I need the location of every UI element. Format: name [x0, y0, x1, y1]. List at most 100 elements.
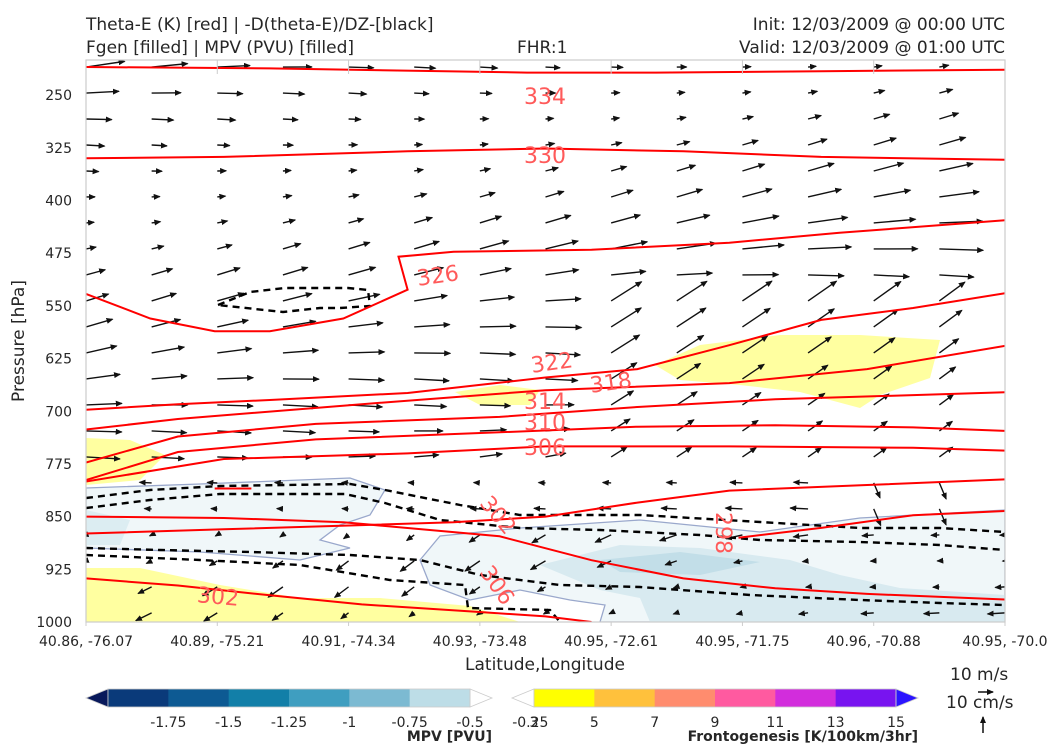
colorbar-tick-label: -1.5 [215, 715, 242, 731]
wind-vector [137, 586, 152, 595]
wind-vector [807, 447, 823, 458]
theta-e-contour [86, 577, 592, 622]
wind-vector [479, 351, 517, 358]
x-tick-label: 40.93, -73.48 [433, 634, 527, 650]
wind-vector [724, 505, 743, 512]
wind-vector [676, 270, 714, 277]
fgen-fill-region [655, 335, 940, 408]
wind-vector [348, 349, 386, 356]
wind-vector [939, 63, 950, 70]
wind-vector [742, 163, 766, 172]
wind-vector [479, 191, 496, 198]
theta-e-contour [86, 424, 1005, 482]
wind-vector [545, 267, 580, 276]
wind-vector [536, 585, 546, 593]
wind-vector [545, 64, 561, 71]
wind-vector [414, 321, 451, 328]
wind-vector [986, 610, 1005, 617]
wind-vector [282, 193, 293, 200]
wind-vector [664, 560, 678, 566]
wind-vector [217, 374, 255, 381]
wind-vector [860, 610, 874, 617]
wind-vector [742, 280, 773, 302]
theta-e-label: 306 [524, 436, 566, 461]
colorbar-extend-arrow [895, 688, 920, 708]
wind-vector [807, 308, 836, 328]
wind-vector [735, 609, 744, 616]
wind-vector [610, 307, 643, 328]
wind-vector [201, 586, 218, 597]
colorbar-tick-label: 3 [530, 715, 539, 731]
theta-e-contour [86, 344, 1005, 431]
x-tick-label: 40.91, -74.34 [302, 634, 396, 650]
wind-vector [939, 112, 960, 120]
colorbar-segment [594, 689, 656, 707]
wind-vector [873, 137, 898, 146]
wind-vector [676, 188, 704, 198]
wind-vector [348, 377, 386, 384]
wind-vector [86, 245, 97, 252]
wind-vector [742, 187, 773, 198]
wind-vector [1004, 170, 1005, 171]
wind-vector [86, 142, 106, 149]
y-tick-label: 250 [45, 88, 72, 104]
colorbar-tick-label: -0.25 [512, 715, 548, 731]
wind-vector [545, 214, 572, 224]
x-tick-label: 40.86, -76.07 [39, 634, 133, 650]
wind-vector [479, 451, 504, 458]
wind-vector [414, 377, 451, 384]
wind-vector [873, 308, 899, 328]
wind-vector [807, 138, 828, 146]
wind-vector [282, 266, 309, 276]
colorbar-extend-arrow [84, 688, 109, 708]
x-tick-label: 40.95, -72.61 [564, 634, 658, 650]
wind-vector [1004, 274, 1005, 276]
wind-vector [151, 267, 174, 276]
wind-vector [742, 214, 780, 224]
wind-vector [807, 392, 826, 406]
x-tick-label: 40.89, -75.21 [170, 634, 264, 650]
wind-vector [217, 90, 244, 97]
wind-vector [217, 62, 251, 69]
wind-vector [789, 505, 809, 512]
wind-vector [1004, 508, 1005, 511]
colorbar-tick-label: -1.25 [271, 715, 307, 731]
wind-vector [545, 296, 582, 303]
wind-vector [594, 534, 612, 543]
wind-vector [938, 338, 960, 354]
y-tick-label: 625 [45, 352, 72, 368]
wind-vector [807, 89, 819, 96]
wind-vector [479, 323, 517, 330]
wind-vector [335, 560, 349, 571]
frontogenesis-colorbar-title: Frontogenesis [K/100km/3hr] [688, 729, 918, 745]
mpv-colorbar-title: MPV [PVU] [407, 729, 492, 745]
wind-vector [807, 336, 832, 354]
wind-vector [801, 557, 809, 564]
x-tick-label: 40.95, -71.75 [695, 634, 789, 650]
wind-vector [676, 391, 698, 406]
wind-vector [217, 116, 237, 123]
wind-vector [414, 403, 448, 410]
wind-vector [742, 335, 769, 354]
wind-vector [922, 610, 940, 617]
wind-vector [545, 166, 560, 173]
wind-vector [533, 505, 546, 512]
theta-e-contour [86, 445, 1005, 483]
wind-vector [134, 612, 152, 622]
reference-vertical-label: 10 cm/s [946, 693, 1014, 713]
wind-vector [348, 266, 377, 276]
colorbar-segment [409, 689, 471, 707]
theta-e-label: 302 [196, 583, 240, 612]
wind-vector [792, 479, 809, 486]
colorbar-tick-label: 13 [827, 715, 845, 731]
wind-vector [861, 532, 874, 539]
x-axis-label: Latitude,Longitude [465, 655, 625, 675]
wind-vector [145, 558, 154, 565]
valid-time: Valid: 12/03/2009 @ 01:00 UTC [739, 38, 1005, 58]
wind-vector [468, 534, 481, 543]
wind-vector [808, 244, 853, 251]
wind-vector [873, 337, 896, 354]
wind-vector [151, 61, 189, 68]
wind-vector [672, 609, 681, 615]
wind-vector [732, 558, 743, 565]
